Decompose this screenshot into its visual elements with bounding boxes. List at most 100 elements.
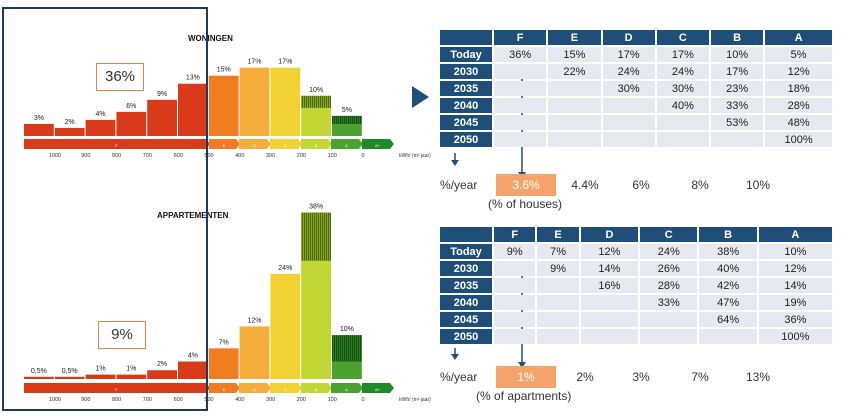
table-cell (602, 132, 655, 147)
table-row-header: Today (440, 244, 492, 259)
table-cell: 24% (640, 244, 698, 259)
table-cell (699, 329, 757, 344)
per-year-value: 8% (691, 178, 709, 192)
axis-tick-label: 1000 (49, 153, 61, 159)
table-cell: 24% (602, 64, 655, 79)
bar (270, 273, 301, 379)
bar (208, 348, 239, 379)
table-row: 2040 40% 33% 28% (440, 98, 832, 113)
energy-band (362, 139, 394, 149)
table-cell (494, 329, 536, 344)
table-row: Today 9% 7% 12% 24% 38% 10% (440, 244, 832, 259)
table-cell: 28% (640, 278, 698, 293)
table-cell (548, 132, 601, 147)
table-row-header: 2030 (440, 261, 492, 276)
bar (85, 374, 116, 379)
table-row-header: 2030 (440, 64, 492, 79)
axis-unit-label: kWh/ (m² jaar) (399, 397, 431, 403)
table-cell (602, 98, 655, 113)
axis-tick-label: 800 (112, 153, 121, 159)
bar (208, 75, 239, 136)
energy-band-label: A+ (375, 387, 381, 392)
energy-band-label: F (115, 387, 118, 392)
table-cell: 17% (711, 64, 764, 79)
table-row-header: 2040 (440, 98, 492, 113)
table-cell: 12% (765, 64, 832, 79)
table-cell (494, 295, 536, 310)
axis-tick-label: 1000 (49, 397, 61, 403)
table-cell (640, 329, 698, 344)
bar-hatched-segment (332, 115, 362, 124)
table-cell: 33% (640, 295, 698, 310)
highlight-frame (2, 7, 208, 411)
table-cell: 19% (758, 295, 832, 310)
table-cell: 100% (765, 132, 832, 147)
energy-band (24, 383, 210, 393)
axis-tick-label: 100 (328, 397, 337, 403)
bar (239, 326, 270, 379)
bar-hatched-segment (301, 95, 331, 108)
table-row-header: 2045 (440, 312, 492, 327)
table-cell (537, 278, 579, 293)
axis-tick-label: 800 (112, 397, 121, 403)
table-cell (602, 115, 655, 130)
table-column-header: C (640, 227, 698, 242)
table-cell: 30% (656, 81, 709, 96)
energy-band-label: D (253, 387, 256, 392)
per-year-value: 4.4% (571, 178, 599, 192)
bar-value-label: 5% (342, 107, 352, 114)
axis-tick-label: 400 (235, 153, 244, 159)
per-year-value: 7% (691, 370, 709, 384)
energy-band-label: A (345, 387, 348, 392)
table-cell (494, 278, 536, 293)
axis-tick-label: 0 (361, 153, 364, 159)
table-cell: 48% (765, 115, 832, 130)
table-column-header: A (765, 30, 832, 45)
table-row: 2030 22% 24% 24% 17% 12% (440, 64, 832, 79)
axis-tick-label: 200 (297, 397, 306, 403)
table-row-header: 2045 (440, 115, 492, 130)
axis-tick-label: 600 (174, 397, 183, 403)
axis-tick-label: 900 (81, 397, 90, 403)
table-column-header: B (711, 30, 764, 45)
table-column-header: D (602, 30, 655, 45)
energy-band (209, 383, 240, 393)
per-year-value: 2% (576, 370, 594, 384)
energy-band (331, 139, 363, 149)
table-column-header: E (548, 30, 601, 45)
table-corner (440, 227, 492, 242)
bar (239, 67, 270, 136)
highlight-appartementen: 9% (98, 321, 146, 349)
bar (24, 376, 54, 379)
table-cell: 47% (699, 295, 757, 310)
axis-tick-label: 200 (297, 153, 306, 159)
table-cell: 100% (758, 329, 832, 344)
table-cell (580, 329, 639, 344)
table-cell (580, 295, 639, 310)
table-cell: 12% (758, 261, 832, 276)
table-column-header: B (699, 227, 757, 242)
bar-value-label: 2% (157, 361, 167, 368)
energy-band (270, 139, 302, 149)
energy-band (362, 383, 394, 393)
table-cell: 14% (580, 261, 639, 276)
energy-band-label: A (345, 143, 348, 148)
table-cell (537, 329, 579, 344)
table-cell (656, 132, 709, 147)
per-year-value: 6% (632, 178, 650, 192)
table-row-header: 2040 (440, 295, 492, 310)
energy-band (24, 139, 210, 149)
energy-band-label: F (115, 143, 118, 148)
energy-band (301, 383, 332, 393)
energy-band-label: A+ (375, 143, 381, 148)
energy-band-label: D (253, 143, 256, 148)
bar-value-label: 24% (278, 265, 292, 272)
table-cell (494, 132, 547, 147)
table-cell: 15% (548, 47, 601, 62)
table-cell: 18% (765, 81, 832, 96)
table-cell: 10% (711, 47, 764, 62)
bar-value-label: 17% (247, 59, 261, 66)
table-cell: 22% (548, 64, 601, 79)
